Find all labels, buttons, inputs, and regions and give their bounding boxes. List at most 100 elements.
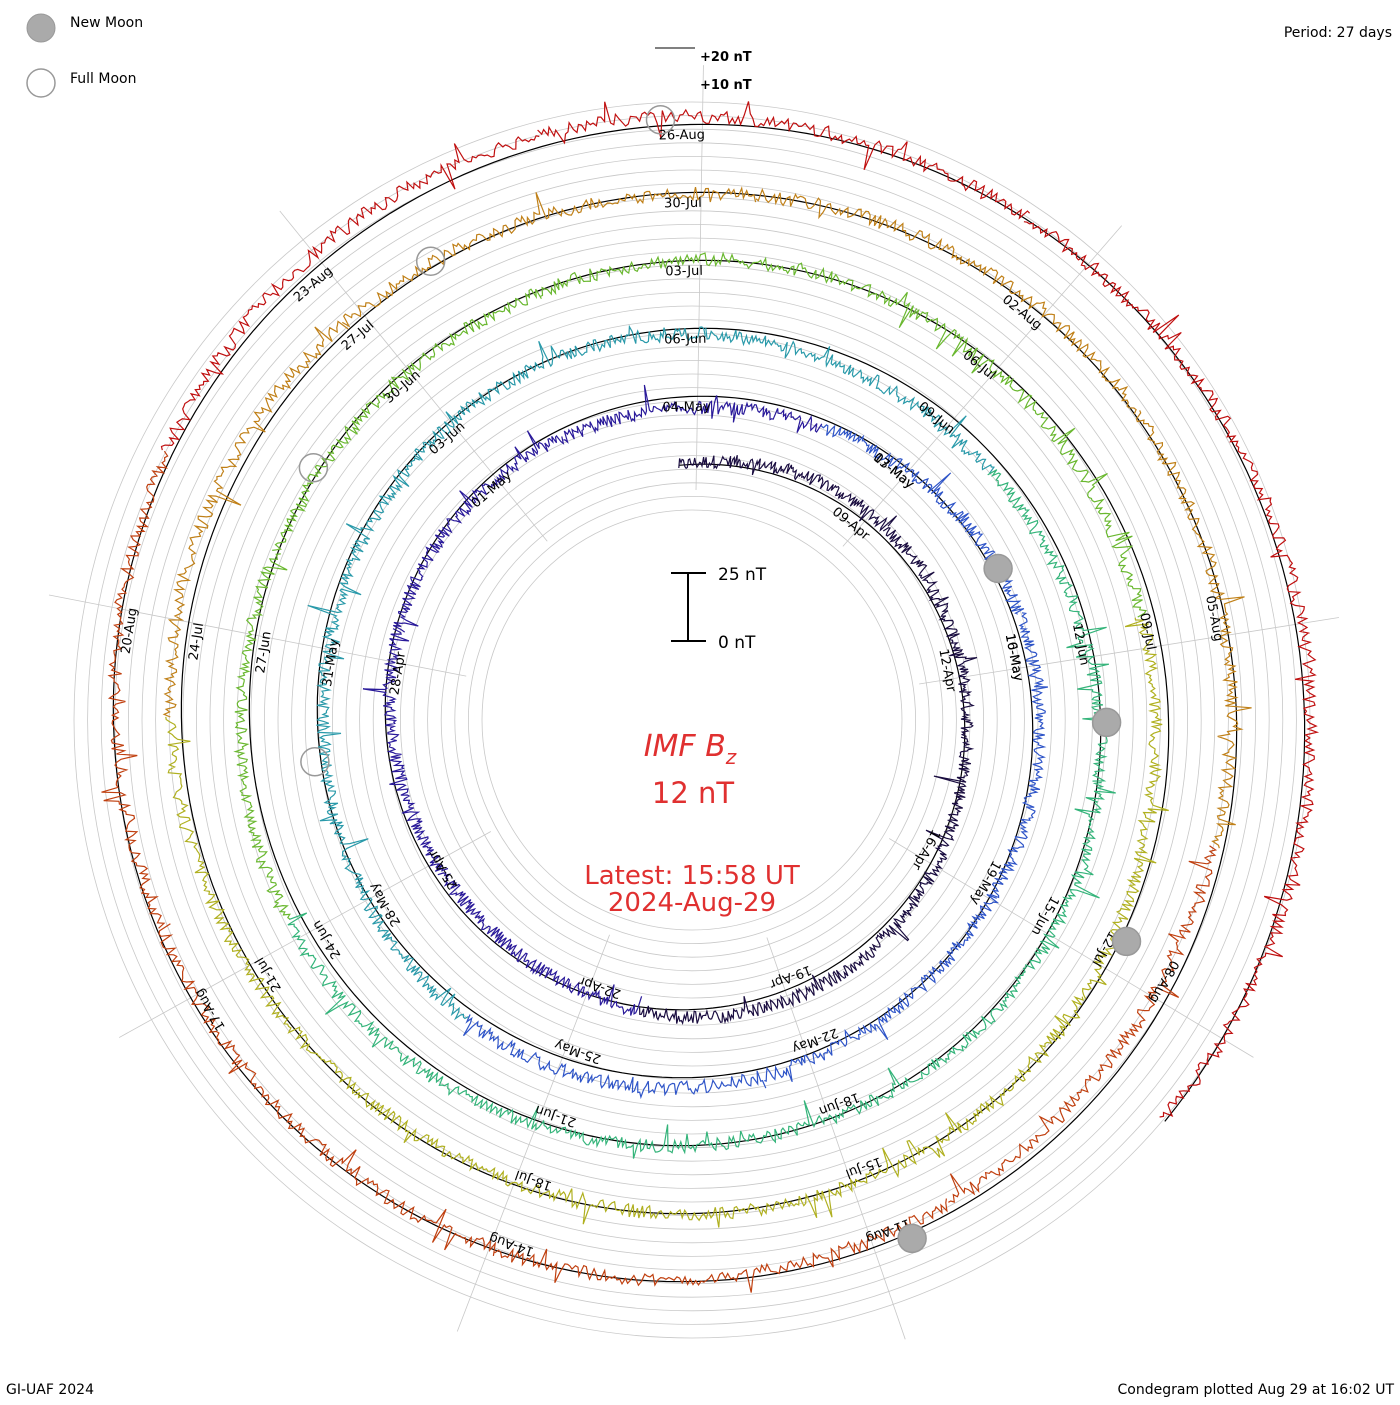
period-label: Period: 27 days (1284, 25, 1392, 41)
date-label: 24-Jul (186, 622, 207, 662)
moon-markers (298, 105, 1142, 1254)
grid-circle (250, 278, 1134, 1162)
grid-circle (304, 332, 1080, 1108)
grid-circle (481, 509, 903, 931)
imf-bz-trace-segment (537, 101, 1031, 220)
date-label: 26-Aug (659, 128, 706, 144)
imf-bz-trace-segment (1159, 632, 1320, 1118)
date-label: 09-Jul (1136, 612, 1158, 652)
footer-left: GI-UAF 2024 (6, 1382, 94, 1398)
date-label: 20-Aug (119, 607, 141, 655)
grid-circle (168, 196, 1216, 1244)
grid-spoke (842, 225, 1123, 547)
imf-bz-trace-segment (913, 308, 1148, 618)
full-moon-marker (645, 105, 676, 135)
imf-bz-trace-segment (392, 430, 565, 633)
new-moon-legend-icon (26, 13, 56, 43)
footer-right: Condegram plotted Aug 29 at 16:02 UT (1118, 1382, 1395, 1398)
grid-circle (427, 455, 957, 985)
full-moon-marker (415, 246, 446, 276)
date-label: 21-Jul (253, 954, 285, 994)
legend-label-new-moon: New Moon (70, 15, 143, 31)
grid-circle (182, 210, 1202, 1230)
date-label: 16-May (1002, 632, 1026, 682)
series-layer (101, 101, 1320, 1293)
grid-spoke (888, 838, 1254, 1058)
grid-circle (399, 427, 985, 1013)
date-label: 18-Jun (817, 1089, 862, 1118)
imf-bz-trace-segment (563, 384, 823, 444)
grid-circle (236, 264, 1148, 1176)
grid-spoke (695, 65, 704, 491)
grid-circle (195, 223, 1189, 1217)
grid-spoke (456, 934, 610, 1332)
grid-circle (100, 128, 1284, 1312)
date-label: 31-May (320, 638, 342, 688)
grid-spoke (919, 617, 1339, 685)
imf-bz-trace-segment (437, 872, 643, 1016)
imf-bz-trace-segment (165, 716, 361, 1095)
imf-bz-trace-segment (462, 1014, 767, 1100)
imf-bz-trace-segment (869, 736, 975, 952)
date-label: 15-Jul (843, 1153, 884, 1180)
grid-circle (209, 237, 1175, 1203)
imf-bz-trace-segment (746, 995, 1084, 1219)
imf-bz-trace-segment (287, 912, 580, 1141)
new-moon-marker (983, 553, 1013, 584)
reference-circles (112, 123, 1306, 1283)
imf-bz-trace-segment (948, 845, 1218, 1203)
date-label: 27-Jun (253, 630, 274, 674)
imf-bz-trace-segment (578, 1067, 924, 1159)
grid-circle (73, 101, 1311, 1339)
scale-bar-bottom-label: 0 nT (718, 633, 756, 653)
chart-title-main: IMF B (644, 729, 726, 764)
date-label: 03-Jun (426, 419, 468, 458)
zero-level-spiral (112, 123, 1306, 1283)
legend: New Moon Full Moon (26, 13, 143, 98)
imf-bz-trace-segment (319, 749, 469, 1021)
ref-label-10: +10 nT (700, 78, 752, 93)
grid-circle (345, 373, 1039, 1067)
full-moon-marker (298, 453, 329, 483)
full-moon-marker (300, 747, 330, 777)
grid-circle (318, 346, 1066, 1094)
date-label: 30-Jul (664, 196, 702, 212)
ref-label-20: +20 nT (700, 50, 752, 65)
latest-date: 2024-Aug-29 (608, 888, 776, 918)
grid-circle (223, 251, 1161, 1189)
imf-bz-trace-segment (540, 251, 918, 329)
grid-circle (440, 468, 944, 972)
grid-circle (331, 359, 1053, 1081)
date-label: 04-May (662, 400, 711, 416)
new-moon-marker (1091, 707, 1122, 738)
imf-bz-trace-segment (272, 288, 542, 551)
new-moon-marker (1111, 926, 1142, 957)
imf-bz-trace-segment (362, 628, 449, 872)
chart-title-subscript: z (725, 745, 737, 769)
grid-circle (467, 495, 917, 945)
grid-circle (291, 319, 1093, 1121)
new-moon-marker (897, 1223, 927, 1254)
date-label: 19-May (967, 858, 1004, 908)
date-label: 06-Jun (664, 332, 707, 348)
date-label: 25-May (552, 1036, 603, 1066)
full-moon-legend-icon (26, 68, 56, 98)
imf-bz-trace-segment (158, 923, 497, 1256)
grid-spoke (279, 210, 548, 542)
imf-bz-trace-segment (639, 948, 875, 1026)
imf-bz-trace-segment (354, 1091, 748, 1228)
imf-bz-trace-segment (1135, 410, 1252, 849)
imf-bz-trace-segment (413, 324, 706, 461)
legend-label-full-moon: Full Moon (70, 71, 136, 87)
scale-bar: 25 nT 0 nT (671, 565, 767, 653)
grid-circle (155, 183, 1229, 1257)
imf-bz-trace-segment (755, 187, 1137, 415)
imf-bz-trace-segment (307, 456, 420, 751)
imf-bz-trace-segment (342, 186, 757, 328)
chart-title: IMF Bz (644, 729, 737, 769)
grid-layer (48, 65, 1339, 1340)
grid-circle (141, 169, 1243, 1271)
date-label: 28-Apr (387, 650, 409, 696)
imf-bz-trace-segment (919, 781, 1116, 1076)
